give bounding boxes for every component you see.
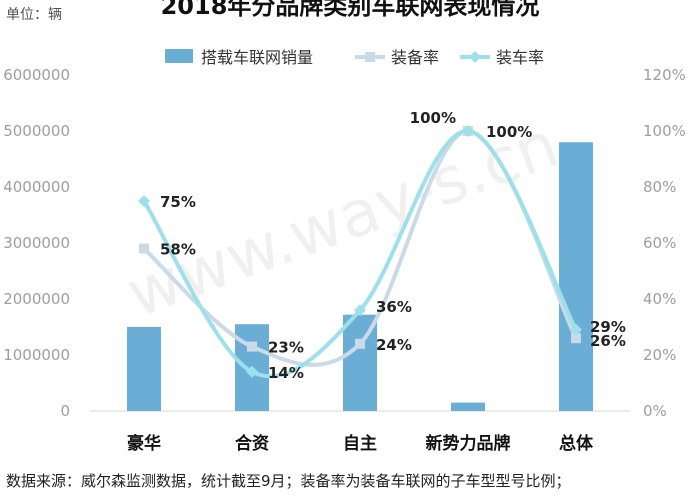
left-tick-label: 3000000	[3, 234, 70, 252]
footnote: 数据来源：威尔森监测数据，统计截至9月；装备率为装备车联网的子车型型号比例；	[6, 472, 571, 490]
data-label: 75%	[160, 193, 196, 211]
line-point	[246, 365, 258, 378]
data-label: 26%	[590, 332, 626, 350]
x-tick-label: 新势力品牌	[426, 433, 511, 454]
data-label: 14%	[268, 364, 304, 382]
data-label: 29%	[590, 318, 626, 336]
line-point	[570, 323, 582, 336]
bar	[559, 142, 593, 411]
legend-label: 搭载车联网销量	[201, 48, 313, 67]
right-tick-label: 60%	[643, 234, 676, 252]
right-tick-label: 120%	[643, 66, 686, 84]
data-label: 24%	[376, 336, 412, 354]
line-point	[247, 341, 257, 352]
page-title: 2018年分品牌类别车联网表现情况	[160, 0, 540, 20]
legend-marker	[365, 52, 375, 62]
left-tick-label: 5000000	[3, 122, 70, 140]
legend-marker	[469, 51, 481, 63]
data-label: 23%	[268, 339, 304, 357]
line-point	[462, 125, 474, 137]
x-tick-label: 合资	[235, 433, 269, 454]
left-tick-label: 0	[60, 402, 70, 420]
left-tick-label: 2000000	[3, 290, 70, 308]
line-series: 58% 23% 24% 100% 26% 75% 14% 36% 100% 29%	[138, 109, 626, 382]
left-tick-label: 1000000	[3, 346, 70, 364]
data-label: 100%	[486, 123, 532, 141]
left-axis: 0 1000000 2000000 3000000 4000000 5000000 6000…	[3, 66, 70, 420]
data-label: 36%	[376, 298, 412, 316]
x-tick-label: 自主	[343, 433, 377, 454]
right-tick-label: 20%	[643, 346, 676, 364]
x-tick-label: 豪华	[127, 433, 161, 454]
bar	[451, 402, 485, 411]
legend-label: 装备率	[391, 48, 439, 67]
data-label: 100%	[410, 109, 456, 127]
legend: 搭载车联网销量 装备率 装车率	[165, 48, 544, 67]
x-axis-labels: 豪华 合资 自主 新势力品牌 总体	[127, 433, 594, 454]
line-point	[139, 243, 149, 254]
line-point	[571, 333, 581, 344]
right-tick-label: 0%	[643, 402, 667, 420]
right-tick-label: 100%	[643, 122, 686, 140]
right-tick-label: 40%	[643, 290, 676, 308]
x-tick-label: 总体	[559, 433, 594, 454]
legend-swatch	[165, 49, 193, 63]
right-tick-label: 80%	[643, 178, 676, 196]
unit-label: 单位：辆	[6, 7, 62, 23]
left-tick-label: 6000000	[3, 66, 70, 84]
line-point	[354, 304, 366, 317]
watermark: www.way-s.cn	[118, 108, 568, 332]
line-point	[355, 338, 365, 349]
series-line	[142, 128, 578, 379]
data-label: 58%	[160, 241, 196, 259]
line-point	[138, 195, 150, 207]
bar	[127, 327, 161, 411]
left-tick-label: 4000000	[3, 178, 70, 196]
right-axis: 0% 20% 40% 60% 80% 100% 120%	[643, 66, 686, 420]
legend-label: 装车率	[496, 48, 544, 67]
